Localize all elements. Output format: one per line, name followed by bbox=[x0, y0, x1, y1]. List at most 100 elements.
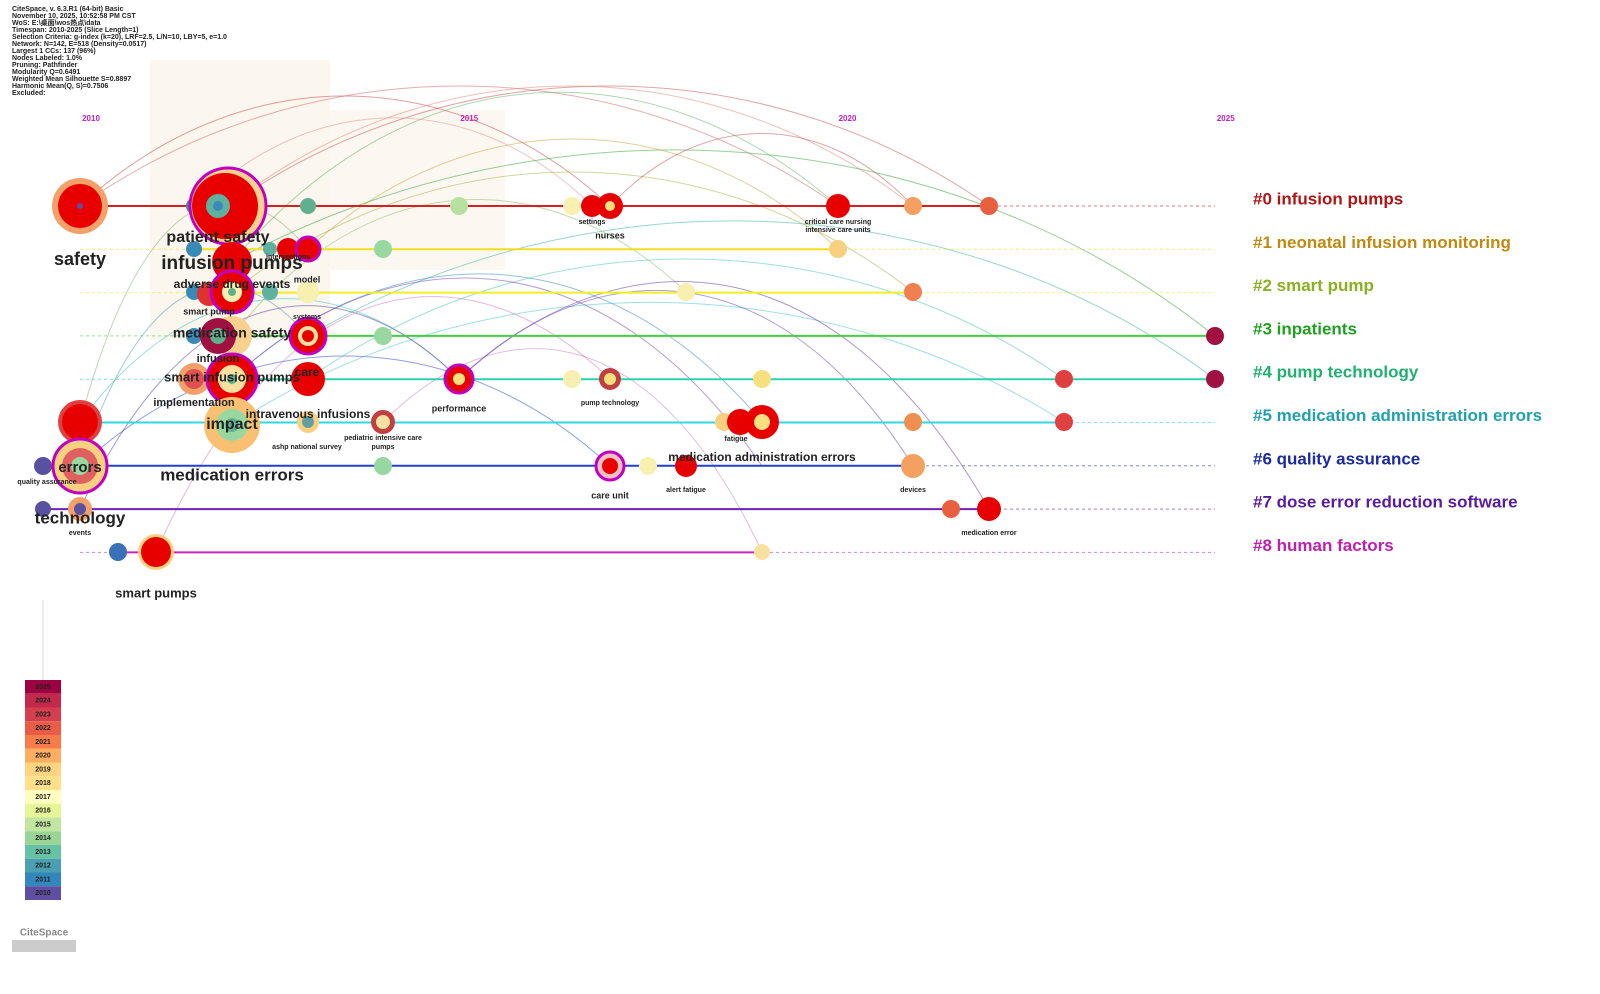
header-line: Network: N=142, E=518 (Density=0.0517) bbox=[12, 41, 146, 48]
keyword-node bbox=[376, 415, 390, 429]
cluster-label: #5 medication administration errors bbox=[1253, 406, 1542, 425]
keyword-node bbox=[302, 416, 314, 428]
keyword-label: smart pumps bbox=[115, 585, 197, 600]
keyword-label: settings bbox=[579, 219, 606, 226]
keyword-label: patient safety bbox=[166, 229, 269, 246]
citation-arc bbox=[79, 305, 460, 510]
keyword-label: pump technology bbox=[581, 400, 639, 407]
cluster-label: #1 neonatal infusion monitoring bbox=[1253, 233, 1511, 252]
keyword-node bbox=[294, 235, 322, 263]
keyword-label: medication administration errors bbox=[668, 450, 856, 464]
header-line: WoS: E:\桌面\wos热点\data bbox=[12, 18, 101, 27]
keyword-node bbox=[210, 328, 226, 344]
keyword-node bbox=[602, 458, 618, 474]
legend-swatch bbox=[25, 790, 61, 804]
keyword-label: quality assurance bbox=[17, 479, 76, 486]
keyword-node bbox=[291, 362, 325, 396]
header-line: Selection Criteria: g-index (k=20), LRF=… bbox=[12, 34, 227, 41]
keyword-node bbox=[186, 328, 202, 344]
header-line: Timespan: 2010-2025 (Slice Length=1) bbox=[12, 27, 139, 34]
legend-swatch bbox=[25, 886, 61, 900]
keyword-node bbox=[605, 201, 615, 211]
keyword-node bbox=[213, 201, 223, 211]
cluster-label: #0 infusion pumps bbox=[1253, 189, 1403, 208]
keyword-node bbox=[980, 197, 998, 215]
keyword-label: smart infusion pumps bbox=[164, 369, 300, 384]
keyword-node bbox=[184, 369, 204, 389]
keyword-node bbox=[754, 414, 770, 430]
keyword-label: model bbox=[294, 274, 321, 284]
citation-arc bbox=[193, 117, 593, 207]
keyword-label: implementation bbox=[153, 397, 235, 409]
header-line: Nodes Labeled: 1.0% bbox=[12, 55, 83, 62]
keyword-label: technology bbox=[35, 508, 126, 527]
keyword-label: infusion bbox=[197, 353, 240, 365]
legend-swatch bbox=[25, 707, 61, 722]
citation-arc bbox=[307, 138, 839, 250]
keyword-label: critical care nursing bbox=[805, 219, 872, 226]
keyword-node bbox=[71, 457, 89, 475]
citation-arc bbox=[458, 289, 914, 467]
keyword-node bbox=[77, 203, 83, 209]
cluster-label: #7 dose error reduction software bbox=[1253, 493, 1518, 512]
keyword-node bbox=[277, 238, 299, 260]
citation-arc bbox=[231, 301, 1065, 426]
header-line: Weighted Mean Silhouette S=0.8897 bbox=[12, 76, 131, 83]
keyword-node bbox=[829, 240, 847, 258]
citation-arc bbox=[307, 220, 1216, 380]
citation-arc bbox=[609, 133, 914, 207]
keyword-node bbox=[1055, 413, 1073, 431]
cluster-label: #8 human factors bbox=[1253, 536, 1394, 555]
cluster-label: #6 quality assurance bbox=[1253, 449, 1420, 468]
legend-swatch bbox=[25, 831, 61, 845]
header-line: CiteSpace, v. 6.3.R1 (64-bit) Basic bbox=[12, 6, 124, 13]
keyword-node bbox=[62, 404, 98, 440]
legend-swatch bbox=[25, 680, 61, 694]
header-line: Harmonic Mean(Q, S)=0.7506 bbox=[12, 83, 108, 90]
keyword-node bbox=[901, 454, 925, 478]
keyword-node bbox=[141, 537, 171, 567]
keyword-node bbox=[109, 543, 127, 561]
keyword-node bbox=[904, 413, 922, 431]
keyword-label: performance bbox=[432, 403, 487, 413]
keyword-node bbox=[374, 240, 392, 258]
citation-arc bbox=[458, 281, 990, 510]
legend-year: 2013 bbox=[35, 849, 51, 856]
keyword-label: medication errors bbox=[160, 465, 304, 484]
year-label: 2020 bbox=[839, 114, 857, 123]
keyword-label: nurses bbox=[595, 230, 625, 240]
citation-arc bbox=[79, 85, 839, 207]
legend-swatch bbox=[25, 872, 61, 887]
keyword-node bbox=[263, 242, 277, 256]
header-line: Pruning: Pathfinder bbox=[12, 62, 78, 69]
keyword-node bbox=[74, 503, 86, 515]
legend-swatch bbox=[25, 693, 61, 708]
legend-year: 2021 bbox=[35, 739, 51, 746]
background-shade bbox=[330, 110, 505, 270]
legend-swatch bbox=[25, 858, 61, 873]
keyword-node bbox=[450, 197, 468, 215]
cluster-label: #4 pump technology bbox=[1253, 363, 1419, 382]
header-line: Largest 1 CCs: 137 (96%) bbox=[12, 48, 96, 55]
keyword-node bbox=[904, 197, 922, 215]
keyword-node bbox=[675, 455, 697, 477]
keyword-node bbox=[35, 501, 51, 517]
keyword-label: care unit bbox=[591, 490, 629, 500]
keyword-label: pumps bbox=[372, 444, 395, 451]
keyword-node bbox=[904, 283, 922, 301]
keyword-node bbox=[297, 281, 319, 303]
legend-year: 2023 bbox=[35, 711, 51, 718]
logo-base bbox=[12, 940, 76, 952]
header-line: Excluded: bbox=[12, 90, 45, 97]
keyword-node bbox=[677, 283, 695, 301]
keyword-node bbox=[227, 374, 237, 384]
legend-year: 2022 bbox=[35, 725, 51, 732]
keyword-node bbox=[977, 497, 1001, 521]
citation-arc bbox=[227, 85, 914, 207]
cluster-label: #3 inpatients bbox=[1253, 319, 1357, 338]
keyword-label: intensive care units bbox=[805, 227, 870, 234]
keyword-label: care bbox=[295, 365, 320, 379]
keyword-node bbox=[225, 418, 239, 432]
legend-year: 2010 bbox=[35, 890, 51, 897]
keyword-node bbox=[300, 198, 316, 214]
